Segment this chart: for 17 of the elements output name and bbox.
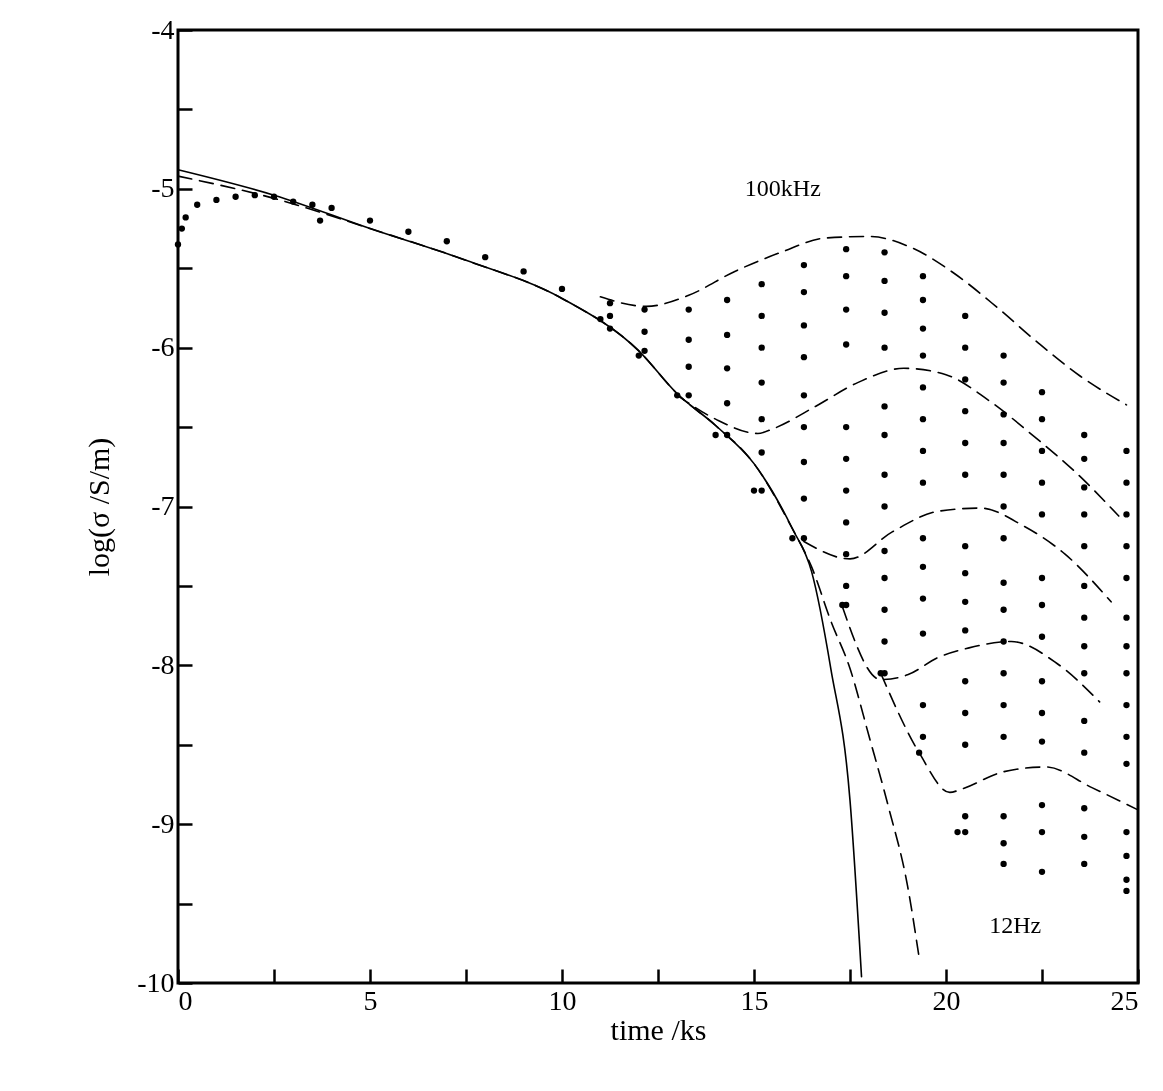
x-tick-label: 10 [548,984,577,1016]
y-tick-label: -7 [151,490,175,521]
x-tick-label: 25 [1110,984,1139,1016]
x-tick-label: 0 [178,984,193,1016]
x-tick-label: 5 [363,984,378,1016]
annotation: 12Hz [989,911,1042,938]
y-tick-label: -6 [151,331,175,363]
x-axis-title: time /ks [610,1012,707,1046]
y-axis-title: log(σ /S/m) [82,437,117,577]
y-tick-label: -8 [151,648,175,680]
x-tick-label: 15 [740,984,769,1016]
annotation: 100kHz [744,175,821,202]
x-tick-label: 20 [932,984,961,1016]
y-tick-label: -5 [151,172,175,204]
y-tick-label: -10 [137,966,175,998]
y-tick-label: -9 [151,807,175,839]
y-tick-label: -4 [151,13,175,45]
